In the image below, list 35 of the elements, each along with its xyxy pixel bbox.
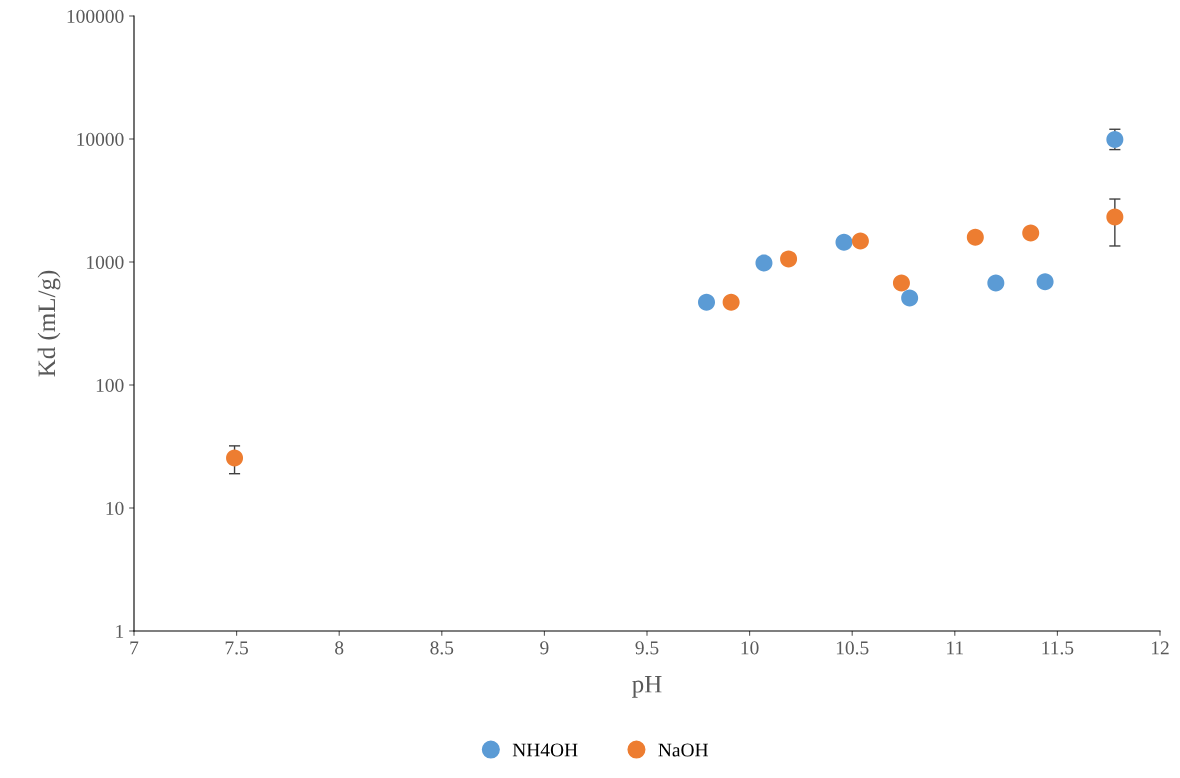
- point: [698, 293, 716, 311]
- x-tick-label: 9.5: [635, 641, 659, 655]
- y-axis-title: Kd (mL/g): [37, 270, 61, 377]
- x-axis-title: pH: [632, 676, 662, 698]
- point: [755, 254, 773, 272]
- point: [851, 232, 869, 250]
- x-tick-label: 11: [947, 641, 963, 655]
- point: [1106, 208, 1124, 226]
- legend-label: NaOH: [658, 743, 709, 757]
- y-tick-label: 100000: [67, 9, 124, 23]
- legend-label: NH4OH: [512, 743, 578, 757]
- point: [892, 274, 910, 292]
- point: [1022, 224, 1040, 242]
- point: [966, 228, 984, 246]
- x-tick-label: 10.5: [836, 641, 869, 655]
- x-tick-label: 7: [130, 641, 139, 655]
- x-tick-label: 11.5: [1042, 641, 1074, 655]
- x-tick-label: 7.5: [225, 641, 248, 655]
- y-tick-label: 1: [116, 624, 124, 638]
- y-tick-label: 10: [106, 501, 124, 515]
- point: [1036, 273, 1054, 291]
- point: [780, 250, 798, 268]
- x-tick-label: 9: [540, 641, 549, 655]
- point: [722, 293, 740, 311]
- point: [987, 274, 1005, 292]
- x-tick-label: 8: [335, 641, 344, 655]
- y-tick-label: 1000: [87, 255, 124, 269]
- y-tick-label: 10000: [77, 132, 124, 146]
- x-tick-label: 8.5: [430, 641, 454, 655]
- y-tick-label: 100: [96, 378, 124, 392]
- x-tick-label: 10: [741, 641, 759, 655]
- point: [226, 449, 244, 467]
- point: [901, 289, 919, 307]
- x-tick-label: 12: [1151, 641, 1169, 655]
- point: [835, 233, 853, 251]
